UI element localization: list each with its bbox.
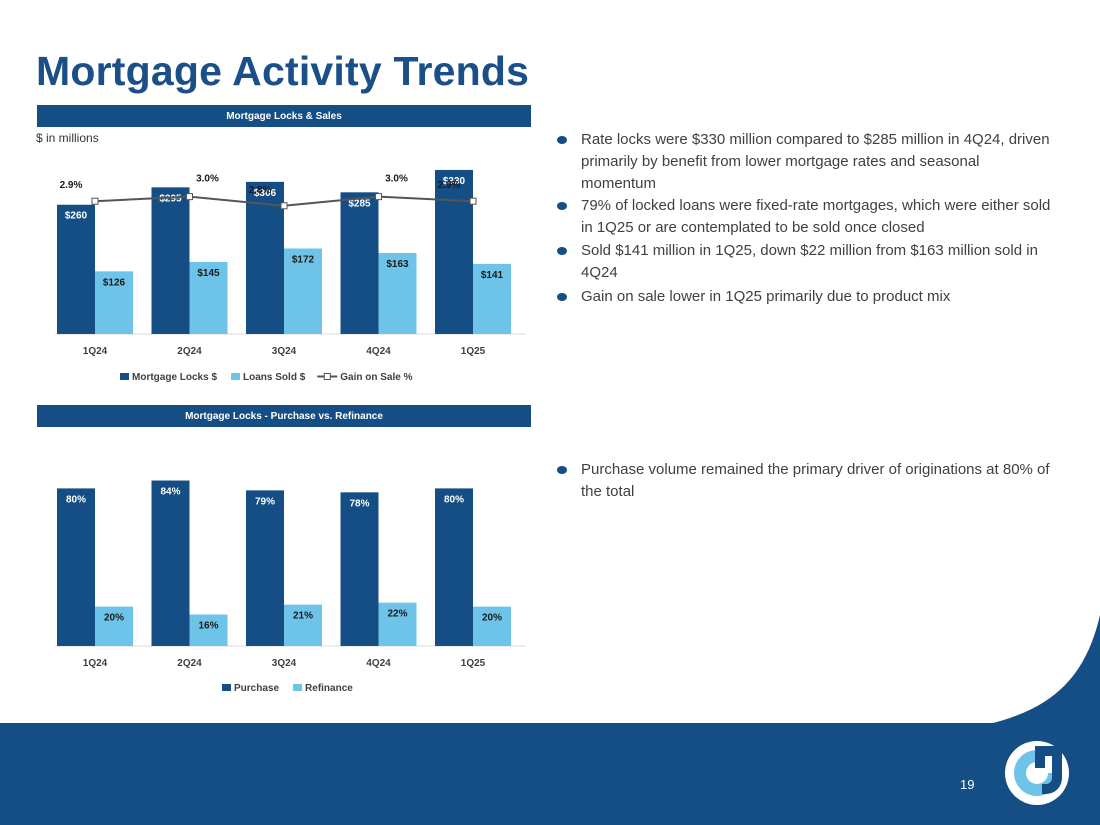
bar-loans-sold- (284, 248, 322, 334)
bullet-dot-icon (557, 247, 567, 255)
x-tick-label: 3Q24 (272, 658, 297, 669)
line-data-label: 3.0% (385, 174, 408, 185)
bar-loans-sold- (95, 271, 133, 334)
bar-purchase (246, 490, 284, 646)
bullet-dot-icon (557, 466, 567, 474)
locks-sales-chart: $260 $126 1Q24 $295 $145 2Q24 $306 $172 3Q24 $285… (55, 169, 526, 383)
slide-title: Mortgage Activity Trends (36, 48, 530, 94)
bullet-item: 79% of locked loans were fixed-rate mort… (557, 195, 1057, 239)
bar-mortgage-locks- (246, 181, 284, 334)
data-label: 80% (444, 494, 464, 505)
bullet-dot-icon (557, 202, 567, 210)
bar-loans-sold- (189, 261, 228, 334)
bullet-item: Purchase volume remained the primary dri… (557, 459, 1057, 503)
line-point-marker (186, 193, 193, 201)
line-point-marker (91, 197, 99, 205)
data-label: 78% (349, 498, 369, 509)
legend-swatch (222, 684, 231, 691)
legend-label: Refinance (305, 683, 353, 694)
units-note: $ in millions (36, 131, 99, 145)
bullet-text: Purchase volume remained the primary dri… (581, 461, 1050, 500)
data-label: 84% (160, 487, 180, 498)
bar-refinance (378, 602, 417, 646)
legend-label: Mortgage Locks $ (132, 372, 217, 383)
data-label: $330 (443, 176, 466, 187)
line-point-marker (280, 202, 288, 210)
bar-purchase (340, 492, 379, 646)
line-point-marker (375, 193, 382, 201)
data-label: $172 (292, 254, 315, 265)
data-label: 79% (255, 496, 275, 507)
bar-refinance (95, 606, 133, 646)
company-logo-icon (1005, 741, 1069, 805)
page-number: 19 (960, 777, 975, 792)
bar-mortgage-locks- (435, 169, 473, 334)
x-tick-label: 1Q25 (461, 658, 486, 669)
data-label: $145 (197, 268, 220, 279)
chart-1-header: Mortgage Locks & Sales (37, 105, 531, 127)
bar-purchase (151, 480, 190, 646)
bar-refinance (284, 604, 322, 646)
bar-loans-sold- (378, 252, 417, 334)
bullet-text: Sold $141 million in 1Q25, down $22 mill… (581, 242, 1038, 281)
bullet-text: 79% of locked loans were fixed-rate mort… (581, 197, 1051, 236)
bar-mortgage-locks- (57, 204, 95, 334)
x-tick-label: 3Q24 (272, 346, 297, 357)
data-label: $126 (103, 277, 126, 288)
legend-marker-swatch (323, 373, 331, 380)
bullet-item: Gain on sale lower in 1Q25 primarily due… (557, 286, 1057, 308)
x-tick-label: 1Q25 (461, 346, 486, 357)
bar-refinance (189, 614, 228, 646)
data-label: 22% (387, 609, 407, 620)
legend-label: Gain on Sale % (340, 372, 412, 383)
x-tick-label: 2Q24 (177, 346, 202, 357)
line-data-label: 2.9% (438, 180, 461, 191)
data-label: 80% (66, 494, 86, 505)
data-label: 21% (293, 611, 313, 622)
bullet-item: Sold $141 million in 1Q25, down $22 mill… (557, 240, 1057, 284)
legend-label: Loans Sold $ (243, 372, 306, 383)
bar-purchase (57, 488, 95, 646)
decorative-curve (985, 615, 1100, 725)
purchase-refinance-chart: 80% 20% 1Q24 84% 16% 2Q24 79% 21% 3Q24 78% 22% 4Q24… (55, 480, 526, 694)
data-label: $306 (254, 188, 277, 199)
legend-swatch (120, 373, 129, 380)
data-label: $295 (159, 193, 182, 204)
chart-2-header: Mortgage Locks - Purchase vs. Refinance (37, 405, 531, 427)
data-label: $163 (386, 259, 409, 270)
line-point-marker (469, 197, 477, 205)
line-data-label: 2.8% (249, 185, 272, 196)
bullet-text: Rate locks were $330 million compared to… (581, 131, 1050, 192)
x-tick-label: 1Q24 (83, 346, 108, 357)
line-data-label: 2.9% (60, 180, 83, 191)
footer-band (0, 723, 1100, 825)
data-label: 20% (482, 613, 502, 624)
data-label: $141 (481, 270, 504, 281)
line-data-label: 3.0% (196, 174, 219, 185)
bullet-text: Gain on sale lower in 1Q25 primarily due… (581, 288, 951, 305)
bar-purchase (435, 488, 473, 646)
bullet-item: Rate locks were $330 million compared to… (557, 129, 1057, 195)
legend-label: Purchase (234, 683, 279, 694)
bullet-dot-icon (557, 136, 567, 144)
data-label: $260 (65, 211, 88, 222)
data-label: 16% (198, 620, 218, 631)
legend-swatch (293, 684, 303, 691)
bar-loans-sold- (473, 263, 511, 334)
x-tick-label: 4Q24 (366, 346, 391, 357)
bullet-dot-icon (557, 293, 567, 301)
legend-swatch (231, 373, 241, 380)
data-label: $285 (348, 198, 371, 209)
bar-refinance (473, 606, 511, 646)
x-tick-label: 2Q24 (177, 658, 202, 669)
data-label: 20% (104, 613, 124, 624)
bar-mortgage-locks- (340, 192, 379, 334)
bar-mortgage-locks- (151, 187, 190, 334)
x-tick-label: 1Q24 (83, 658, 108, 669)
x-tick-label: 4Q24 (366, 658, 391, 669)
